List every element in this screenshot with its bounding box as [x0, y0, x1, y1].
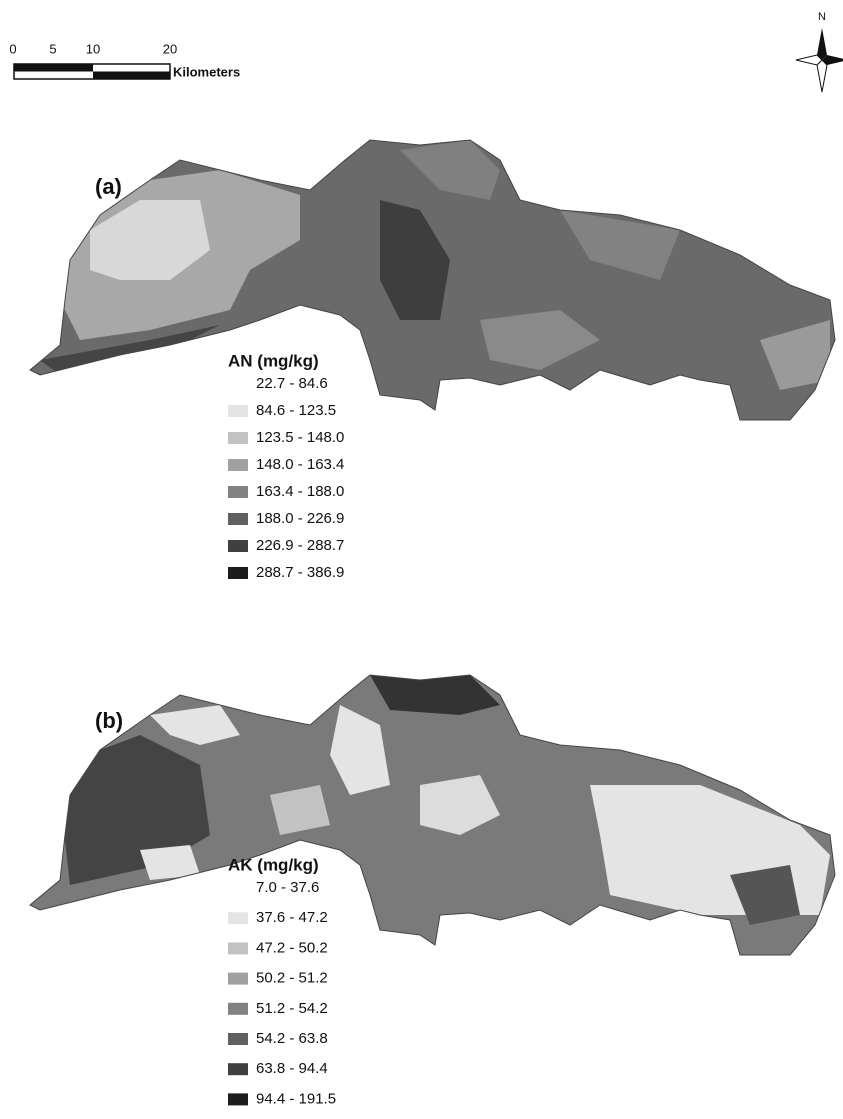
legend-label: 37.6 - 47.2	[256, 909, 328, 926]
legend-swatch	[228, 1033, 248, 1045]
map-figure: 0 5 10 20 Kilometers N	[0, 0, 843, 1114]
legend-swatch	[228, 378, 248, 390]
scale-tick: 0	[9, 41, 16, 56]
legend-label: 50.2 - 51.2	[256, 970, 328, 987]
legend-label: 148.0 - 163.4	[256, 456, 344, 473]
legend-label: 123.5 - 148.0	[256, 429, 344, 446]
scale-tick: 20	[163, 41, 177, 56]
legend-title: AN (mg/kg)	[228, 351, 319, 370]
legend-swatch	[228, 405, 248, 417]
panel-label: (a)	[95, 174, 122, 199]
legend-title: AK (mg/kg)	[228, 855, 319, 874]
legend-swatch	[228, 1003, 248, 1015]
legend-label: 54.2 - 63.8	[256, 1030, 328, 1047]
legend-swatch	[228, 973, 248, 985]
scale-bar: 0 5 10 20 Kilometers	[9, 41, 240, 79]
north-label: N	[818, 11, 826, 23]
scale-tick: 10	[86, 41, 100, 56]
north-arrow: N	[796, 11, 843, 92]
scale-unit: Kilometers	[173, 64, 240, 79]
legend-label: 47.2 - 50.2	[256, 939, 328, 956]
legend-swatch	[228, 432, 248, 444]
scale-segment	[93, 72, 170, 80]
panel-label: (b)	[95, 708, 123, 733]
map-b	[30, 675, 835, 955]
legend-swatch	[228, 567, 248, 579]
legend-swatch	[228, 459, 248, 471]
legend-swatch	[228, 540, 248, 552]
legend-swatch	[228, 882, 248, 894]
map-a	[30, 140, 835, 420]
legend-swatch	[228, 486, 248, 498]
legend-swatch	[228, 513, 248, 525]
legend-label: 188.0 - 226.9	[256, 510, 344, 527]
legend-swatch	[228, 942, 248, 954]
legend-label: 163.4 - 188.0	[256, 483, 344, 500]
legend-label: 51.2 - 54.2	[256, 1000, 328, 1017]
arrow-part	[817, 60, 827, 92]
legend-label: 94.4 - 191.5	[256, 1090, 336, 1107]
legend-swatch	[228, 912, 248, 924]
legend-label: 63.8 - 94.4	[256, 1060, 328, 1077]
scale-segment	[14, 64, 93, 72]
legend-swatch	[228, 1093, 248, 1105]
legend-label: 288.7 - 386.9	[256, 564, 344, 581]
legend-label: 22.7 - 84.6	[256, 375, 328, 392]
arrow-part	[817, 28, 827, 60]
scale-tick: 5	[49, 41, 56, 56]
arrow-part	[796, 55, 822, 65]
legend-label: 226.9 - 288.7	[256, 537, 344, 554]
zone	[370, 675, 500, 715]
legend-label: 84.6 - 123.5	[256, 402, 336, 419]
legend-swatch	[228, 1063, 248, 1075]
legend-label: 7.0 - 37.6	[256, 879, 319, 896]
